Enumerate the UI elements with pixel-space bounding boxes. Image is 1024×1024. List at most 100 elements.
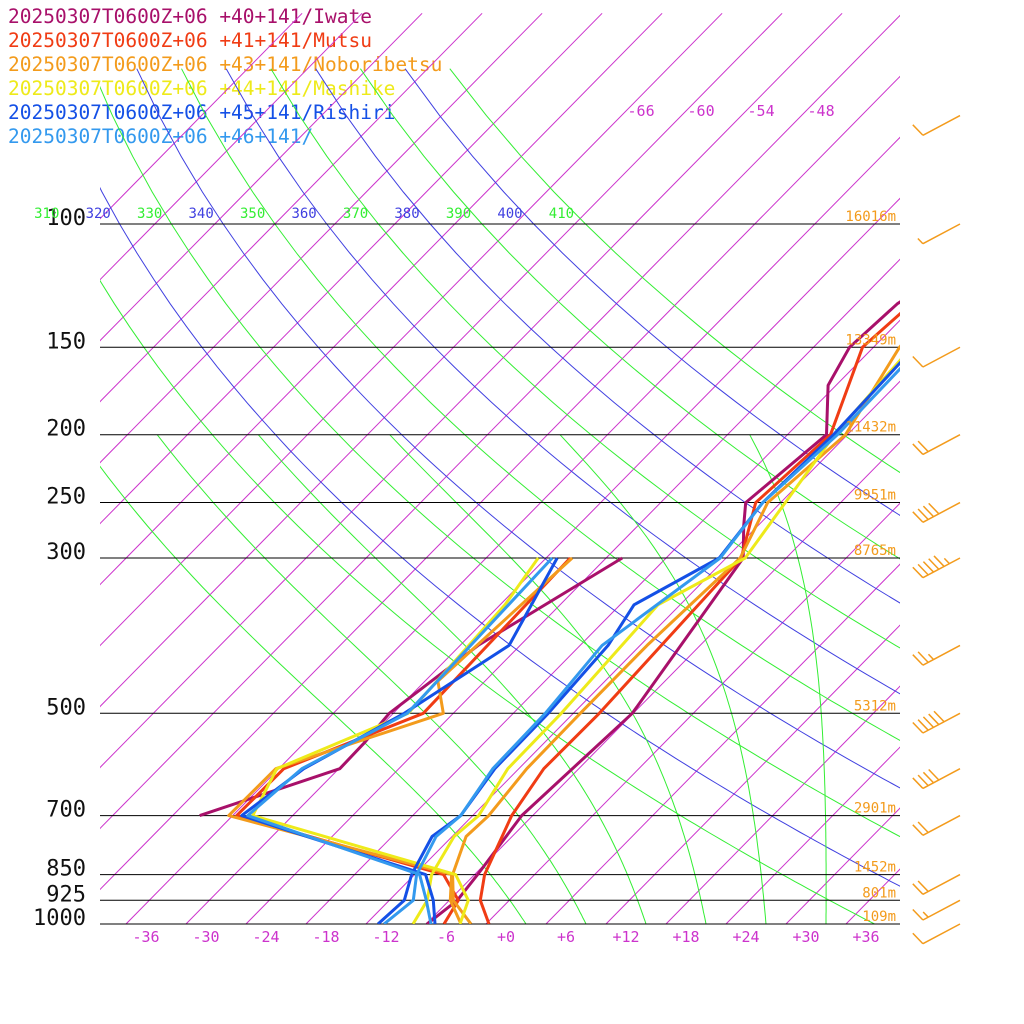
isotherm-line — [100, 12, 543, 464]
isotherm-top-label: -48 — [808, 102, 835, 120]
moist-adiabat-line — [749, 434, 827, 924]
theta-label: 390 — [446, 206, 471, 222]
wind-barb — [912, 768, 961, 790]
isotherm-line — [100, 12, 483, 403]
pressure-label: 700 — [46, 798, 86, 823]
x-tick-label: -18 — [312, 928, 339, 946]
axis-labels: 100 16016m 150 13349m 200 11432m 250 9951m 300 87… — [33, 102, 896, 946]
barb-flag — [912, 511, 924, 523]
x-tick-label: -30 — [192, 928, 219, 946]
temperature-line — [383, 366, 900, 924]
barb-flag — [917, 719, 929, 731]
dry-adiabat-line — [136, 68, 900, 789]
isotherm-line — [365, 380, 900, 924]
isotherm-line — [605, 624, 900, 924]
wind-barb — [912, 501, 961, 523]
moist-adiabat-line — [559, 434, 767, 924]
barb-half-flag — [943, 557, 950, 565]
sounding-profiles — [199, 300, 900, 924]
barb-flag — [922, 505, 935, 518]
barb-staff — [922, 768, 961, 790]
isotherm-line — [100, 12, 303, 220]
barb-staff — [922, 501, 961, 523]
wind-barb — [912, 555, 961, 579]
height-label: 9951m — [854, 488, 896, 504]
isotherm-top-label: -66 — [628, 102, 655, 120]
x-tick-label: +18 — [672, 928, 699, 946]
legend-entry-46n: 20250307T0600Z+06 +46+141/ — [8, 125, 314, 148]
barb-flag — [922, 716, 935, 728]
height-label: 16016m — [845, 209, 896, 225]
barb-flag — [922, 771, 935, 784]
height-label: 11432m — [845, 420, 896, 436]
x-tick-label: -12 — [372, 928, 399, 946]
isotherm-line — [100, 12, 663, 586]
barb-flag — [912, 721, 924, 734]
moist-adiabat-lines — [100, 434, 827, 924]
pressure-label: 150 — [46, 329, 86, 354]
barb-flag — [912, 566, 924, 579]
height-label: 5312m — [854, 698, 896, 714]
barb-flag — [912, 124, 924, 136]
wind-barb — [912, 899, 961, 921]
x-tick-label: +24 — [732, 928, 759, 946]
isotherm-line — [665, 685, 900, 924]
barb-staff — [922, 557, 961, 579]
x-tick-label: +6 — [557, 928, 575, 946]
pressure-label: 200 — [46, 417, 86, 442]
barb-flag — [912, 883, 924, 895]
barb-flag — [933, 555, 945, 567]
height-label: 13349m — [845, 332, 896, 348]
barb-flag — [928, 502, 940, 515]
moist-adiabat-line — [257, 434, 647, 924]
barb-flag — [917, 774, 929, 787]
wind-barbs — [912, 114, 961, 945]
isotherm-line — [845, 868, 900, 924]
barb-staff — [922, 346, 961, 368]
dry-adiabat-line — [315, 68, 900, 604]
dry-adiabat-line — [100, 279, 876, 924]
dewpoint-line — [227, 556, 574, 924]
isotherm-line — [725, 746, 900, 924]
dewpoint-line — [199, 556, 623, 818]
temperature-line — [478, 311, 900, 924]
barb-staff — [922, 223, 961, 245]
barb-staff — [922, 644, 961, 666]
legend-entry-mutsu: 20250307T0600Z+06 +41+141/Mutsu — [8, 29, 372, 52]
isotherm-line — [305, 319, 900, 924]
wind-barb — [912, 873, 961, 895]
x-tick-label: -36 — [132, 928, 159, 946]
barb-flag — [912, 824, 924, 836]
isotherm-line — [100, 12, 843, 769]
isotherm-line — [785, 807, 900, 924]
x-tick-label: +12 — [612, 928, 639, 946]
legend: 20250307T0600Z+06 +40+141/Iwate 20250307… — [8, 5, 442, 149]
height-label: 109m — [862, 909, 896, 925]
x-tick-label: -24 — [252, 928, 279, 946]
wind-barb — [912, 346, 961, 368]
dewpoint-line — [235, 556, 572, 924]
theta-label: 340 — [189, 206, 214, 222]
wind-barb — [917, 223, 961, 245]
moist-adiabat-line — [100, 465, 527, 924]
dry-adiabat-line — [270, 68, 900, 649]
dry-adiabat-lines — [100, 68, 900, 924]
height-label: 1452m — [854, 860, 896, 876]
pressure-label: 500 — [46, 695, 86, 720]
barb-flag — [912, 355, 924, 368]
isotherm-line — [100, 75, 900, 891]
legend-entry-noboribetsu: 20250307T0600Z+06 +43+141/Noboribetsu — [8, 53, 443, 76]
theta-label: 320 — [86, 206, 111, 222]
dry-adiabat-line — [225, 68, 900, 695]
temperature-line — [426, 300, 900, 924]
legend-entry-mashike: 20250307T0600Z+06 +44+141/Mashike — [8, 77, 396, 100]
barb-flag — [917, 821, 929, 833]
barb-flag — [912, 932, 924, 945]
legend-entry-rishiri: 20250307T0600Z+06 +45+141/Rishiri — [8, 101, 396, 124]
barb-flag — [912, 909, 924, 921]
temperature-line — [376, 360, 900, 924]
temperature-line — [411, 358, 900, 924]
barb-staff — [922, 873, 961, 895]
theta-label: 370 — [343, 206, 368, 222]
